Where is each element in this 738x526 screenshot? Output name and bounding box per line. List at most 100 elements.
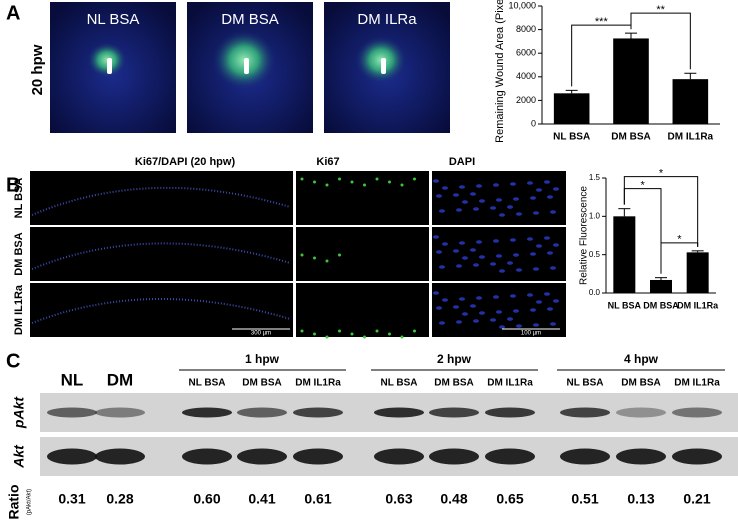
- blot-band: [182, 448, 232, 465]
- dapi-nucleus: [507, 261, 513, 265]
- bar: [686, 252, 709, 293]
- ki67-dot: [350, 332, 354, 336]
- group-label: 2 hpw: [437, 352, 472, 366]
- dapi-image: [432, 171, 566, 225]
- ki67-dot: [375, 177, 379, 181]
- x-tick-label: DM IL1Ra: [677, 300, 719, 310]
- dapi-nucleus: [442, 242, 448, 246]
- dapi-nucleus: [459, 297, 465, 301]
- dapi-nucleus: [456, 208, 462, 212]
- blot-band: [429, 448, 479, 465]
- ratio-value: 0.28: [106, 491, 133, 507]
- significance-label: **: [656, 4, 665, 16]
- blot-band: [485, 448, 535, 465]
- dapi-nucleus: [510, 294, 516, 298]
- ki67-dot: [325, 259, 329, 263]
- dapi-nucleus: [479, 255, 485, 259]
- image-label: DM ILRa: [357, 11, 417, 28]
- ki67-dot: [300, 329, 304, 333]
- section-image: [30, 227, 293, 281]
- dapi-nucleus: [462, 312, 468, 316]
- ratio-value: 0.65: [496, 491, 523, 507]
- y-tick-label: 1.5: [589, 173, 601, 182]
- bar: [613, 38, 649, 125]
- y-tick-label: 6000: [516, 48, 536, 58]
- dapi-nucleus: [459, 185, 465, 189]
- row-label: DM BSA: [13, 232, 25, 275]
- ki67-dot: [338, 329, 341, 333]
- ki67-dot: [400, 335, 404, 339]
- y-tick-label: 2000: [516, 95, 536, 105]
- dapi-nucleus: [433, 235, 439, 239]
- significance-bracket: [630, 12, 691, 70]
- dapi-nucleus: [550, 266, 556, 270]
- dapi-nucleus: [433, 291, 439, 295]
- ki67-image: [296, 283, 429, 337]
- ki67-dot: [413, 177, 416, 181]
- dapi-nucleus: [462, 200, 468, 204]
- section-image: [30, 283, 293, 337]
- dapi-nucleus: [453, 305, 459, 309]
- blot-band: [560, 448, 610, 465]
- lane-label: DM BSA: [434, 378, 473, 389]
- dapi-nucleus: [496, 198, 502, 202]
- dapi-nucleus: [456, 320, 462, 324]
- ratio-value: 0.60: [193, 491, 220, 507]
- ratio-value: 0.13: [627, 491, 654, 507]
- scale-label: 300 µm: [251, 331, 271, 337]
- dapi-nucleus: [473, 319, 479, 323]
- dapi-nucleus: [507, 205, 513, 209]
- blot-band: [95, 407, 145, 418]
- dapi-nucleus: [544, 292, 550, 296]
- eye-reflection: [381, 58, 386, 74]
- dapi-nucleus: [513, 309, 519, 313]
- row-label: pAkt: [11, 396, 27, 429]
- ki67-dot: [375, 329, 379, 333]
- dapi-nucleus: [470, 248, 476, 252]
- row-label: 20 hpw: [29, 44, 46, 95]
- significance-label: *: [659, 168, 664, 180]
- dapi-nucleus: [527, 293, 533, 297]
- column-header: Ki67/DAPI (20 hpw): [135, 156, 236, 168]
- dapi-nucleus: [476, 184, 482, 188]
- blot-band: [182, 407, 232, 418]
- x-tick-label: DM BSA: [643, 300, 679, 310]
- ki67-dot: [338, 253, 341, 257]
- dapi-nucleus: [513, 253, 519, 257]
- blot-band: [237, 407, 287, 418]
- column-header: Ki67: [316, 156, 339, 168]
- dapi-nucleus: [533, 267, 539, 271]
- y-tick-label: 8000: [516, 24, 536, 34]
- dapi-nucleus: [513, 197, 519, 201]
- significance-label: *: [677, 234, 682, 246]
- lane-label: NL BSA: [380, 378, 417, 389]
- dapi-nucleus: [436, 194, 442, 198]
- blot-band: [616, 407, 666, 418]
- ratio-value: 0.48: [440, 491, 467, 507]
- ratio-value: 0.41: [248, 491, 275, 507]
- ki67-dot: [325, 183, 329, 187]
- panel-label: A: [6, 2, 20, 24]
- eye-reflection: [244, 58, 249, 74]
- cornea-edge: [31, 242, 291, 270]
- dapi-nucleus: [553, 187, 559, 191]
- dapi-image: [432, 283, 566, 337]
- ratio-sublabel: (pAkt/Akt): [27, 489, 33, 515]
- blot-band: [95, 448, 145, 465]
- blot-band: [293, 448, 343, 465]
- y-tick-label: 4000: [516, 71, 536, 81]
- lane-label: DM BSA: [621, 378, 660, 389]
- panel-label: B: [6, 174, 20, 196]
- lane-label: DM IL1Ra: [487, 378, 533, 389]
- dapi-nucleus: [536, 188, 542, 192]
- dapi-nucleus: [499, 325, 505, 329]
- ki67-dot: [350, 180, 354, 184]
- dapi-nucleus: [496, 254, 502, 258]
- dapi-nucleus: [459, 241, 465, 245]
- ratio-value: 0.61: [304, 491, 331, 507]
- dapi-nucleus: [530, 308, 536, 312]
- ki67-dot: [300, 177, 304, 181]
- ki67-dot: [363, 183, 366, 187]
- significance-label: ***: [595, 16, 609, 28]
- dapi-nucleus: [516, 268, 522, 272]
